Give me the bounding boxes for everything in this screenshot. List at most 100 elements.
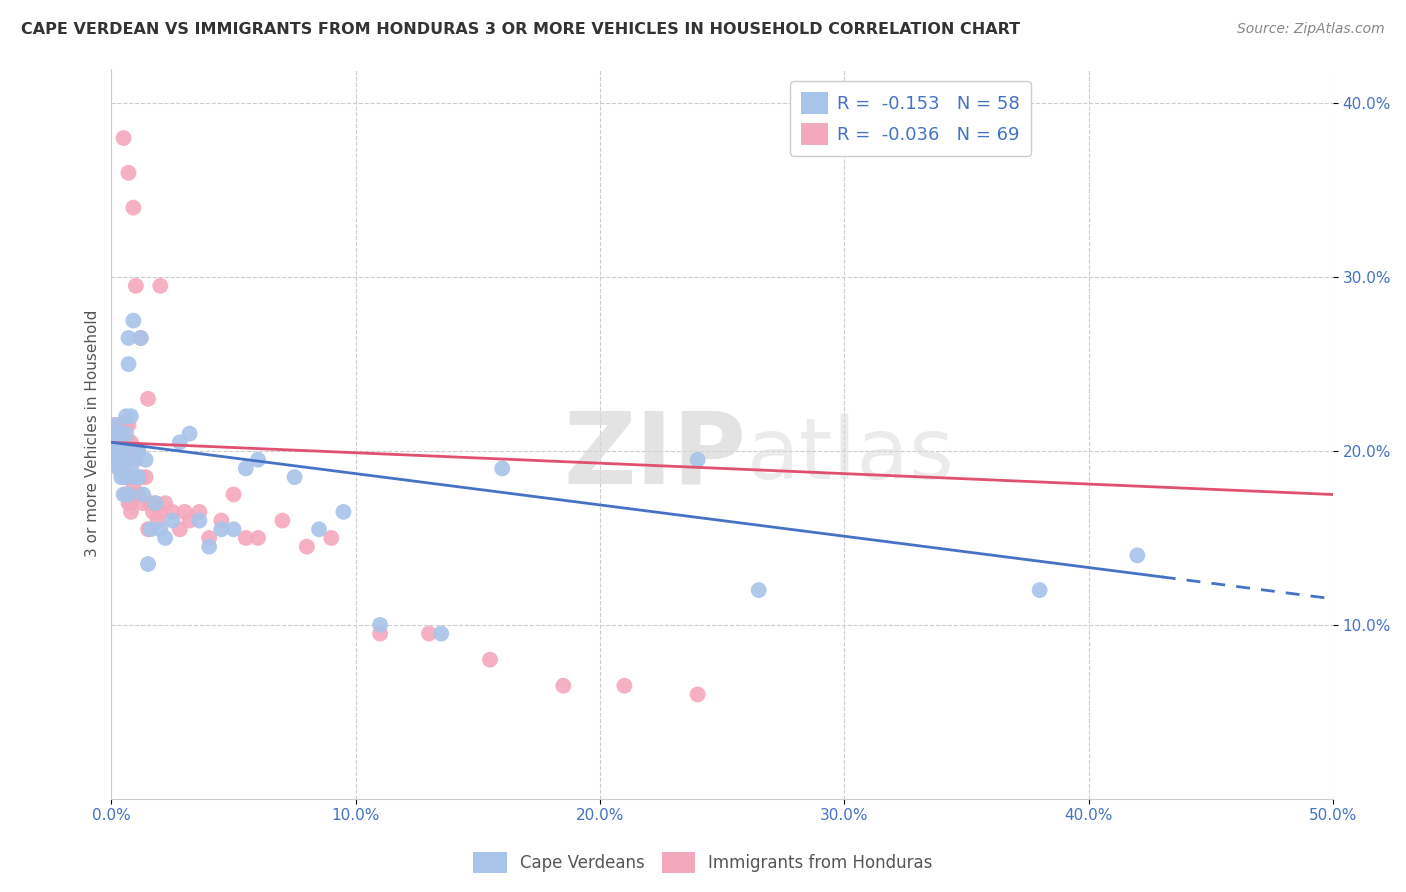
Point xyxy=(115,444,138,458)
Point xyxy=(117,496,139,510)
Point xyxy=(129,470,152,484)
Point xyxy=(284,470,307,484)
Point xyxy=(115,452,138,467)
Y-axis label: 3 or more Vehicles in Household: 3 or more Vehicles in Household xyxy=(86,310,100,558)
Point xyxy=(117,417,139,432)
Point xyxy=(125,452,148,467)
Point xyxy=(103,435,125,450)
Point xyxy=(169,522,191,536)
Point xyxy=(115,487,138,501)
Point xyxy=(105,435,128,450)
Point xyxy=(613,679,636,693)
Point xyxy=(179,514,201,528)
Text: atlas: atlas xyxy=(747,414,955,497)
Point xyxy=(117,331,139,345)
Point xyxy=(1126,549,1149,563)
Point xyxy=(198,531,221,545)
Point xyxy=(103,452,125,467)
Point xyxy=(127,444,149,458)
Text: CAPE VERDEAN VS IMMIGRANTS FROM HONDURAS 3 OR MORE VEHICLES IN HOUSEHOLD CORRELA: CAPE VERDEAN VS IMMIGRANTS FROM HONDURAS… xyxy=(21,22,1021,37)
Point xyxy=(491,461,513,475)
Point xyxy=(120,461,142,475)
Point xyxy=(235,461,257,475)
Point xyxy=(332,505,354,519)
Point xyxy=(105,444,128,458)
Point xyxy=(127,444,149,458)
Point xyxy=(112,131,135,145)
Point xyxy=(295,540,318,554)
Point xyxy=(139,496,162,510)
Point xyxy=(122,201,145,215)
Point xyxy=(120,470,142,484)
Point xyxy=(117,435,139,450)
Point xyxy=(112,435,135,450)
Point xyxy=(271,514,294,528)
Point xyxy=(553,679,575,693)
Point xyxy=(145,496,167,510)
Point xyxy=(188,505,211,519)
Point xyxy=(125,444,148,458)
Point xyxy=(120,409,142,424)
Point xyxy=(132,496,155,510)
Point xyxy=(110,452,132,467)
Point xyxy=(105,452,128,467)
Point xyxy=(149,505,172,519)
Point xyxy=(120,505,142,519)
Point xyxy=(136,392,159,406)
Point xyxy=(209,514,232,528)
Point xyxy=(112,470,135,484)
Text: Source: ZipAtlas.com: Source: ZipAtlas.com xyxy=(1237,22,1385,37)
Point xyxy=(149,278,172,293)
Point xyxy=(122,479,145,493)
Point xyxy=(125,278,148,293)
Point xyxy=(120,496,142,510)
Point xyxy=(112,426,135,441)
Point xyxy=(107,461,129,475)
Point xyxy=(222,487,245,501)
Point xyxy=(179,426,201,441)
Point xyxy=(120,435,142,450)
Point xyxy=(146,514,169,528)
Point xyxy=(222,522,245,536)
Point xyxy=(145,496,167,510)
Point xyxy=(418,626,440,640)
Point xyxy=(103,444,125,458)
Point xyxy=(127,470,149,484)
Text: ZIP: ZIP xyxy=(564,407,747,504)
Point xyxy=(686,688,709,702)
Point xyxy=(117,487,139,501)
Point xyxy=(153,496,176,510)
Point xyxy=(748,583,770,598)
Point xyxy=(110,470,132,484)
Point xyxy=(110,461,132,475)
Point xyxy=(142,505,165,519)
Point xyxy=(132,487,155,501)
Point xyxy=(686,452,709,467)
Point xyxy=(112,452,135,467)
Point xyxy=(117,357,139,371)
Point xyxy=(103,452,125,467)
Point xyxy=(110,444,132,458)
Point xyxy=(162,505,184,519)
Point xyxy=(173,505,195,519)
Point xyxy=(125,487,148,501)
Point xyxy=(105,426,128,441)
Point xyxy=(112,461,135,475)
Point xyxy=(246,531,269,545)
Point xyxy=(308,522,330,536)
Point xyxy=(169,435,191,450)
Point xyxy=(110,417,132,432)
Point xyxy=(115,409,138,424)
Point xyxy=(235,531,257,545)
Point xyxy=(107,426,129,441)
Point xyxy=(139,522,162,536)
Point xyxy=(153,531,176,545)
Point xyxy=(115,426,138,441)
Point xyxy=(209,522,232,536)
Point xyxy=(149,522,172,536)
Point xyxy=(430,626,453,640)
Point xyxy=(136,522,159,536)
Point xyxy=(115,417,138,432)
Point xyxy=(122,452,145,467)
Point xyxy=(125,470,148,484)
